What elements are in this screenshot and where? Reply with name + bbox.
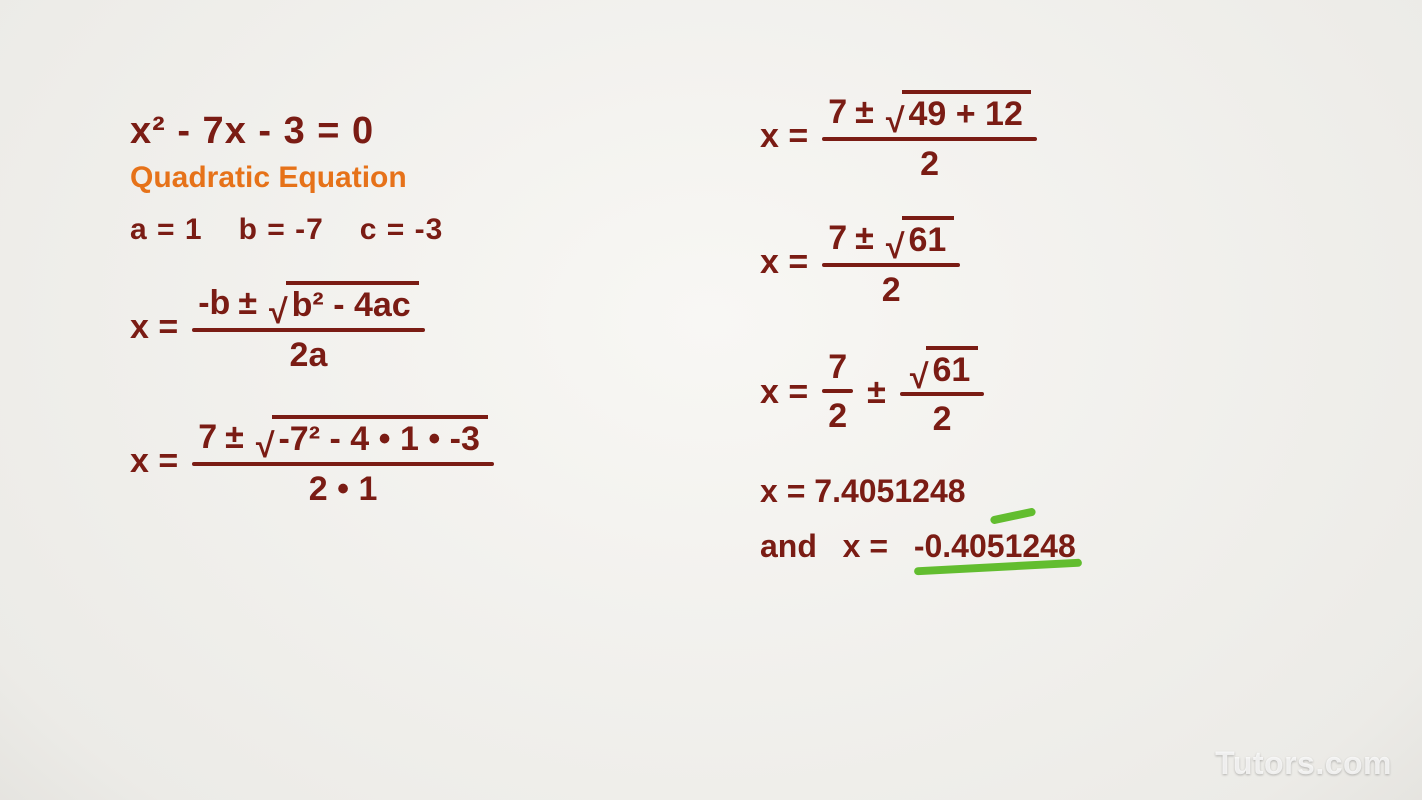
denominator: 2 bbox=[876, 267, 907, 310]
highlight-mark-icon bbox=[990, 508, 1037, 525]
lhs: x = bbox=[760, 373, 808, 412]
result2-prefix: and bbox=[760, 528, 817, 564]
plus-minus: ± bbox=[230, 284, 265, 323]
problem-equation: x² - 7x - 3 = 0 bbox=[130, 110, 374, 153]
radicand: 61 bbox=[902, 216, 954, 261]
coefficients-row: a = 1 b = -7 c = -3 bbox=[130, 213, 730, 247]
den-a: 2 bbox=[822, 393, 853, 436]
denominator: 2a bbox=[284, 332, 334, 375]
plus-minus: ± bbox=[217, 418, 252, 457]
step3-formula: x = 7 ± √ 61 2 bbox=[760, 216, 1280, 310]
watermark-label: Tutors.com bbox=[1215, 745, 1392, 782]
coeff-c: c = -3 bbox=[360, 213, 444, 247]
radical: √ b² - 4ac bbox=[269, 281, 419, 326]
plus-minus: ± bbox=[853, 373, 900, 412]
radical: √ 61 bbox=[886, 216, 955, 261]
radicand: -7² - 4 • 1 • -3 bbox=[272, 415, 487, 460]
coeff-b: b = -7 bbox=[239, 213, 324, 247]
radical: √ 49 + 12 bbox=[886, 90, 1031, 135]
step4-formula: x = 7 2 ± √ 61 2 bbox=[760, 346, 1280, 440]
num-prefix: 7 bbox=[828, 219, 847, 258]
fraction-a: 7 2 bbox=[822, 348, 853, 436]
plus-minus: ± bbox=[847, 93, 882, 132]
lhs: x = bbox=[130, 442, 178, 481]
radical: √ -7² - 4 • 1 • -3 bbox=[256, 415, 488, 460]
denominator: 2 • 1 bbox=[303, 466, 384, 509]
subtitle-label: Quadratic Equation bbox=[130, 161, 407, 195]
denominator: 2 bbox=[914, 141, 945, 184]
plus-minus: ± bbox=[847, 219, 882, 258]
coeff-a: a = 1 bbox=[130, 213, 203, 247]
radical: √ 61 bbox=[910, 346, 979, 391]
lhs: x = bbox=[760, 117, 808, 156]
result2: and x = -0.4051248 bbox=[760, 528, 1280, 565]
step1-fraction: 7 ± √ -7² - 4 • 1 • -3 2 • 1 bbox=[192, 415, 494, 509]
lhs: x = bbox=[760, 243, 808, 282]
lhs: x = bbox=[130, 308, 178, 347]
radicand: 49 + 12 bbox=[902, 90, 1030, 135]
step2-formula: x = 7 ± √ 49 + 12 2 bbox=[760, 90, 1280, 184]
result1-text: x = 7.4051248 bbox=[760, 473, 966, 509]
result2-value: -0.4051248 bbox=[914, 528, 1076, 565]
num-prefix: -b bbox=[198, 284, 230, 323]
formula-fraction: -b ± √ b² - 4ac 2a bbox=[192, 281, 424, 375]
num-prefix: 7 bbox=[198, 418, 217, 457]
step1-formula: x = 7 ± √ -7² - 4 • 1 • -3 2 • 1 bbox=[130, 415, 730, 509]
left-column: x² - 7x - 3 = 0 Quadratic Equation a = 1… bbox=[130, 110, 730, 539]
quadratic-formula: x = -b ± √ b² - 4ac 2a bbox=[130, 281, 730, 375]
step3-fraction: 7 ± √ 61 2 bbox=[822, 216, 960, 310]
num-a: 7 bbox=[822, 348, 853, 389]
result2-lhs: x = bbox=[843, 528, 888, 564]
step2-fraction: 7 ± √ 49 + 12 2 bbox=[822, 90, 1037, 184]
num-prefix: 7 bbox=[828, 93, 847, 132]
fraction-b: √ 61 2 bbox=[900, 346, 985, 440]
right-column: x = 7 ± √ 49 + 12 2 x = 7 ± √ 61 bbox=[760, 90, 1280, 565]
result1: x = 7.4051248 bbox=[760, 473, 1280, 510]
radicand: b² - 4ac bbox=[286, 281, 419, 326]
den-b: 2 bbox=[927, 396, 958, 439]
radicand: 61 bbox=[926, 346, 978, 391]
